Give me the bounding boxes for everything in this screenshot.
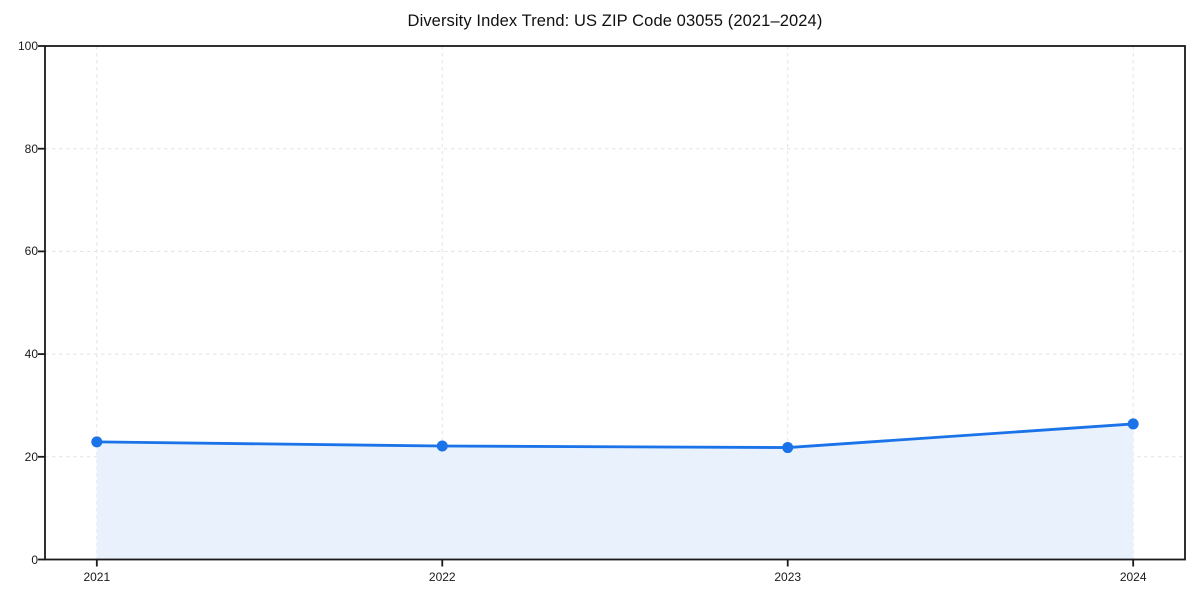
plot-border <box>44 45 1186 561</box>
area-fill <box>96 423 1134 560</box>
x-tick-label: 2021 <box>83 569 111 584</box>
y-tick-label: 80 <box>24 141 38 156</box>
x-tick-label: 2022 <box>428 569 456 584</box>
x-tick-label: 2024 <box>1119 569 1147 584</box>
x-tick-label: 2023 <box>774 569 802 584</box>
chart-title: Diversity Index Trend: US ZIP Code 03055… <box>407 12 823 30</box>
y-tick-label: 40 <box>24 347 38 362</box>
y-tick-label: 20 <box>24 449 38 464</box>
data-point-marker <box>782 442 794 454</box>
data-point-marker <box>436 440 448 452</box>
y-tick-label: 0 <box>31 552 38 567</box>
data-point-marker <box>1127 418 1139 430</box>
y-tick-label: 60 <box>24 244 38 259</box>
data-point-marker <box>91 436 103 448</box>
trend-line <box>95 422 1135 449</box>
y-tick-label: 100 <box>17 39 38 53</box>
